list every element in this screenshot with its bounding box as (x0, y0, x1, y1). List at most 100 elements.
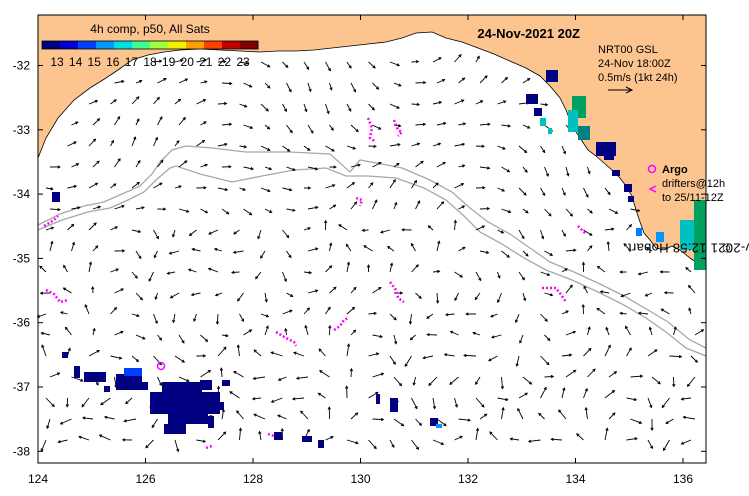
current-arrow (454, 54, 462, 63)
current-arrow (501, 250, 510, 258)
current-arrow (338, 224, 348, 231)
current-arrow (665, 418, 674, 424)
current-arrow (174, 59, 184, 63)
current-arrow (329, 82, 333, 91)
current-arrow (463, 353, 477, 358)
current-arrow (293, 351, 305, 357)
current-arrow (619, 270, 627, 274)
current-arrow (196, 354, 207, 358)
current-arrow (436, 418, 447, 427)
current-arrow (253, 413, 266, 420)
current-arrow (475, 100, 484, 105)
current-arrow (243, 208, 253, 216)
current-arrow (215, 313, 220, 325)
current-arrow (125, 397, 133, 405)
current-arrow (690, 355, 699, 363)
current-arrow (200, 370, 212, 378)
current-arrow (454, 183, 465, 189)
current-arrow (393, 291, 404, 295)
colorbar-swatch (168, 41, 187, 49)
current-arrow (647, 349, 658, 357)
current-arrow (519, 334, 524, 344)
current-arrow (217, 187, 229, 192)
current-arrow (121, 438, 133, 442)
current-arrow (264, 166, 273, 171)
current-arrow (88, 350, 100, 357)
current-arrow (475, 271, 482, 282)
current-arrow (426, 332, 438, 337)
current-arrow (454, 99, 465, 105)
current-arrow (517, 407, 524, 420)
current-arrow (583, 387, 588, 399)
current-arrow (217, 142, 228, 147)
current-arrow (608, 371, 618, 378)
current-arrow (444, 313, 455, 317)
current-arrow (154, 292, 158, 301)
current-arrow (518, 145, 528, 154)
current-arrow (282, 103, 287, 113)
colorbar-swatch (60, 41, 79, 49)
current-arrow (318, 348, 326, 357)
current-arrow (432, 182, 439, 189)
current-arrow (489, 431, 498, 441)
current-arrow (550, 437, 563, 441)
current-arrow (282, 271, 287, 283)
current-arrow (221, 334, 229, 338)
current-arrow (307, 247, 319, 252)
current-arrow (623, 242, 631, 252)
current-arrow (187, 268, 197, 273)
current-arrow (196, 439, 207, 443)
current-arrow (453, 219, 457, 231)
current-arrow (393, 162, 400, 168)
current-arrow (596, 265, 606, 273)
current-arrow (458, 164, 466, 168)
current-arrow (368, 391, 379, 399)
colorbar-swatch (150, 41, 169, 49)
current-arrow (475, 55, 480, 63)
current-arrow (685, 266, 692, 273)
current-arrow (67, 184, 78, 189)
current-arrow (200, 80, 208, 84)
current-arrow (114, 204, 125, 210)
current-arrow (372, 287, 382, 294)
current-arrow (131, 181, 140, 189)
lat-tick-label: -35 (13, 251, 31, 265)
current-arrow (630, 208, 641, 213)
current-arrow (303, 186, 312, 190)
current-arrow (148, 271, 154, 282)
current-arrow (608, 208, 619, 214)
lon-tick-label: 132 (458, 472, 478, 486)
current-arrow (145, 439, 154, 449)
current-arrow (153, 59, 163, 63)
colorbar-tick: 20 (181, 55, 195, 69)
argo-legend-line3: to 25/11-12Z (662, 192, 724, 204)
credit-container: © IMOS 28-Nov-2021 12:58 Hobart (627, 0, 749, 496)
current-arrow (200, 163, 209, 168)
current-arrow (131, 136, 137, 147)
current-arrow (581, 261, 586, 273)
current-arrow (479, 75, 488, 84)
current-arrow (599, 290, 610, 294)
current-arrow (286, 208, 296, 212)
colorbar-swatch (240, 41, 259, 49)
current-arrow (303, 307, 310, 315)
current-arrow (544, 250, 554, 256)
current-arrow (178, 208, 190, 213)
colorbar-tick: 22 (218, 55, 232, 69)
current-note-line3: 0.5m/s (1kt 24h) (598, 72, 677, 84)
current-arrow (135, 250, 142, 260)
current-arrow (415, 160, 424, 168)
current-arrow (346, 261, 351, 273)
current-arrow (131, 313, 140, 318)
current-arrow (518, 187, 527, 196)
current-arrow (501, 166, 511, 173)
current-arrow (196, 139, 206, 147)
current-arrow (660, 308, 670, 315)
current-arrow (686, 376, 696, 388)
current-arrow (325, 184, 336, 189)
current-arrow (286, 166, 296, 171)
current-arrow (587, 326, 591, 336)
current-arrow (168, 250, 180, 255)
current-arrow (219, 367, 224, 378)
current-arrow (233, 229, 240, 235)
